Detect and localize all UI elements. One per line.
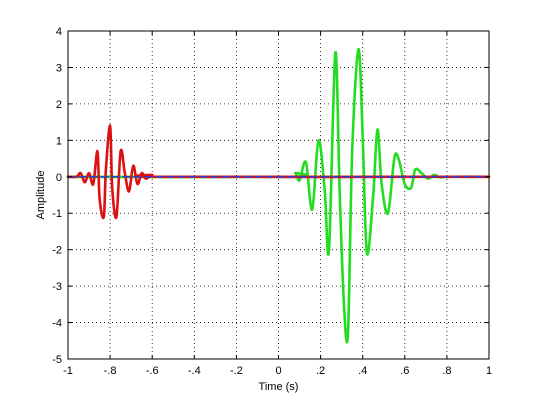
y-tick-label: 2: [56, 99, 62, 111]
x-tick-label: -.8: [104, 365, 117, 377]
tick-marks: [67, 30, 490, 360]
y-tick-label: 4: [56, 26, 62, 38]
x-tick-label: -.2: [230, 365, 243, 377]
x-axis-label: Time (s): [259, 381, 299, 393]
series-line-2: [66, 47, 491, 344]
y-tick-label: 3: [56, 62, 62, 74]
y-tick-labels: -5 -4 -3 -2 -1 0 1 2 3 4: [52, 26, 62, 366]
y-axis-label: Amplitude: [35, 171, 47, 220]
y-tick-label: 0: [56, 172, 62, 184]
x-tick-label: 0: [275, 365, 281, 377]
x-tick-label: .8: [442, 365, 451, 377]
y-tick-label: -4: [52, 318, 62, 330]
x-tick-label: -.4: [188, 365, 201, 377]
y-tick-label: 1: [56, 135, 62, 147]
plot-area: -1 -.8 -.6 -.4 -.2 0 .2 .4 .6 .8 1 -5 -4 -3 -2 -1 0 1 2 3 4: [52, 26, 492, 377]
y-tick-label: -1: [52, 208, 62, 220]
y-tick-label: -3: [52, 281, 62, 293]
x-tick-labels: -1 -.8 -.6 -.4 -.2 0 .2 .4 .6 .8 1: [63, 365, 492, 377]
series-layer: [66, 47, 491, 344]
y-tick-label: -5: [52, 354, 62, 366]
x-tick-label: .6: [400, 365, 409, 377]
x-tick-label: -1: [63, 365, 73, 377]
y-tick-label: -2: [52, 245, 62, 257]
x-tick-label: .2: [316, 365, 325, 377]
x-tick-label: -.6: [146, 365, 159, 377]
x-tick-label: 1: [486, 365, 492, 377]
x-tick-label: .4: [358, 365, 367, 377]
grid-lines: [68, 31, 489, 359]
